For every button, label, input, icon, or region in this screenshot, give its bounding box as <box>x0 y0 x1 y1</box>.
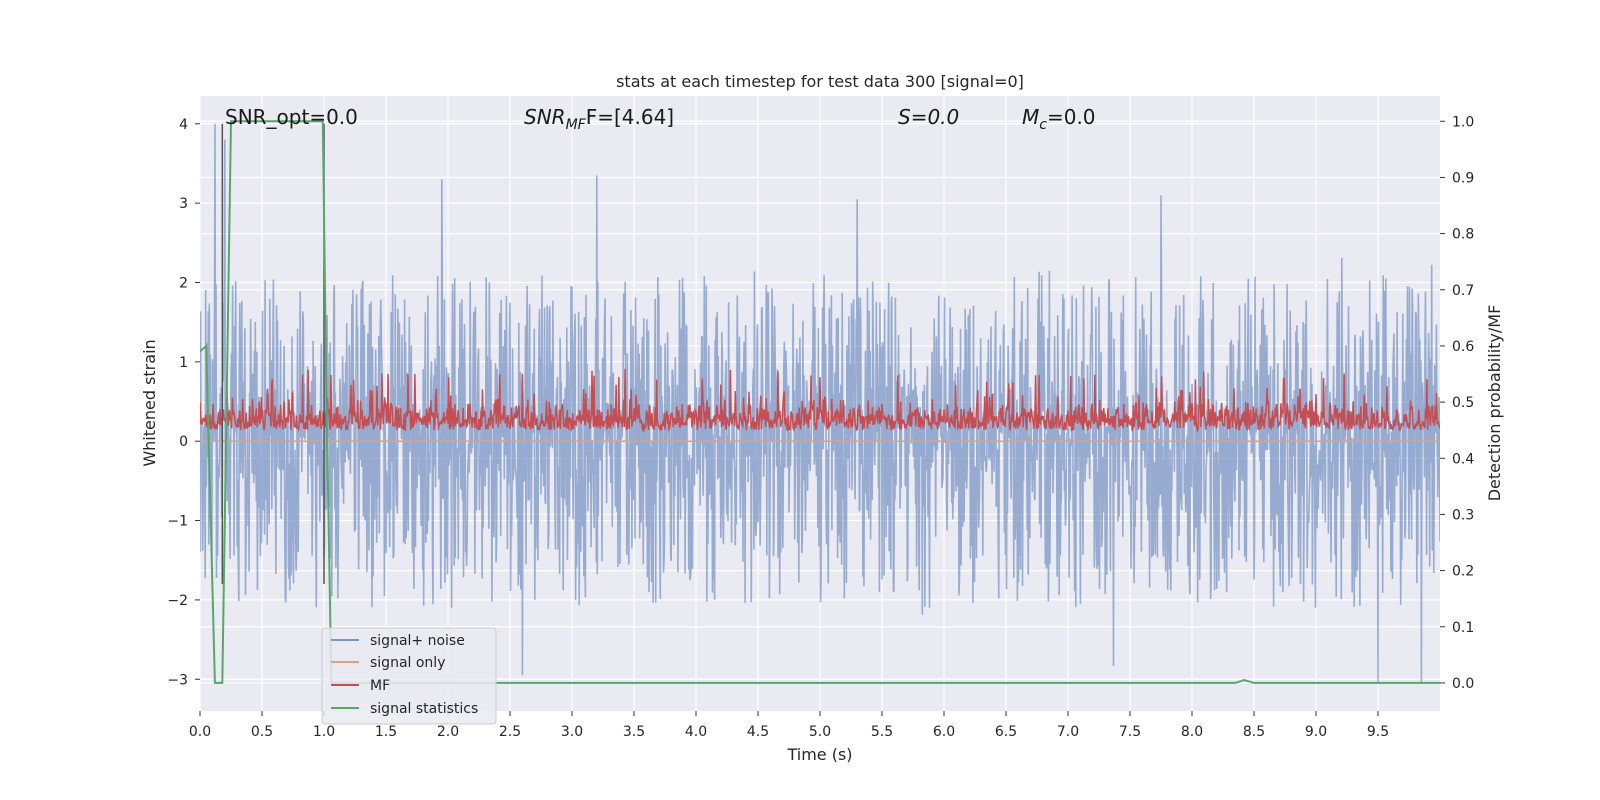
x-tick-label: 4.5 <box>747 724 769 740</box>
y-right-tick-label: 1.0 <box>1452 114 1474 130</box>
y-right-axis-ticks: 1.0 0.9 0.8 0.7 0.6 0.5 0.4 0.3 0.2 0.1 0.0 <box>1440 114 1474 692</box>
y-tick-label: 1 <box>179 355 188 371</box>
x-tick-label: 6.5 <box>995 724 1017 740</box>
x-tick-label: 9.5 <box>1367 724 1389 740</box>
x-axis-ticks: 0.0 0.5 1.0 1.5 2.0 2.5 3.0 3.5 4.0 4.5 5.0 5.5 6.0 6… <box>189 711 1389 740</box>
y-right-tick-label: 0.1 <box>1452 620 1474 636</box>
annotation-mc-rest: =0.0 <box>1047 105 1096 129</box>
chart-title: stats at each timestep for test data 300… <box>616 72 1024 91</box>
y-axis-ticks: 4 3 2 1 0 −1 −2 −3 <box>167 117 200 688</box>
x-tick-label: 1.5 <box>375 724 397 740</box>
x-tick-label: 8.5 <box>1243 724 1265 740</box>
annotation-mc-base: M <box>1022 105 1039 129</box>
y-right-tick-label: 0.8 <box>1452 227 1474 243</box>
x-tick-label: 5.0 <box>809 724 831 740</box>
x-tick-label: 4.0 <box>685 724 707 740</box>
annotation-snr-mf-rest: F=[4.64] <box>586 105 674 129</box>
y-right-axis-label: Detection probability/MF <box>1485 305 1504 502</box>
annotation-snr-mf: SNRMFF=[4.64] <box>524 105 674 133</box>
y-tick-label: 0 <box>179 434 188 450</box>
legend-label-signal-only: signal only <box>370 655 445 671</box>
x-tick-label: 9.0 <box>1305 724 1327 740</box>
y-tick-label: −2 <box>167 593 188 609</box>
y-axis-label: Whitened strain <box>140 339 159 466</box>
legend-label-signal-statistics: signal statistics <box>370 701 478 717</box>
x-tick-label: 5.5 <box>871 724 893 740</box>
series-signal-noise-line <box>200 123 1440 684</box>
y-right-tick-label: 0.7 <box>1452 283 1474 299</box>
y-tick-label: −1 <box>167 514 188 530</box>
y-right-tick-label: 0.0 <box>1452 676 1474 692</box>
y-right-tick-label: 0.5 <box>1452 395 1474 411</box>
x-axis-label: Time (s) <box>786 745 852 764</box>
y-right-tick-label: 0.6 <box>1452 339 1474 355</box>
x-tick-label: 1.0 <box>313 724 335 740</box>
annotation-snr-opt: SNR_opt=0.0 <box>225 105 358 129</box>
x-tick-label: 6.0 <box>933 724 955 740</box>
series-signal-statistics-line <box>200 120 1440 684</box>
annotation-snr-mf-base: SNR <box>524 105 566 129</box>
annotation-mc-sub: c <box>1039 117 1047 133</box>
x-tick-label: 7.5 <box>1119 724 1141 740</box>
series-layer <box>200 120 1440 684</box>
legend-label-signal-noise: signal+ noise <box>370 633 465 649</box>
x-tick-label: 2.5 <box>499 724 521 740</box>
y-right-tick-label: 0.9 <box>1452 170 1474 186</box>
x-tick-label: 2.0 <box>437 724 459 740</box>
y-right-tick-label: 0.4 <box>1452 451 1474 467</box>
legend: signal+ noise signal only MF signal stat… <box>321 627 497 725</box>
x-tick-label: 8.0 <box>1181 724 1203 740</box>
y-tick-label: 4 <box>179 117 188 133</box>
x-tick-label: 0.5 <box>251 724 273 740</box>
annotation-mc: Mc=0.0 <box>1022 105 1096 133</box>
legend-box <box>321 627 497 725</box>
x-tick-label: 3.5 <box>623 724 645 740</box>
x-tick-label: 3.0 <box>561 724 583 740</box>
x-tick-label: 0.0 <box>189 724 211 740</box>
y-tick-label: 3 <box>179 196 188 212</box>
y-right-tick-label: 0.2 <box>1452 564 1474 580</box>
legend-label-mf: MF <box>370 678 390 694</box>
y-right-tick-label: 0.3 <box>1452 507 1474 523</box>
annotation-s: S=0.0 <box>898 105 959 129</box>
y-tick-label: 2 <box>179 275 188 291</box>
annotation-snr-mf-sub: MF <box>566 117 587 133</box>
series-mf-line <box>200 368 1440 433</box>
x-tick-label: 7.0 <box>1057 724 1079 740</box>
y-tick-label: −3 <box>167 672 188 688</box>
